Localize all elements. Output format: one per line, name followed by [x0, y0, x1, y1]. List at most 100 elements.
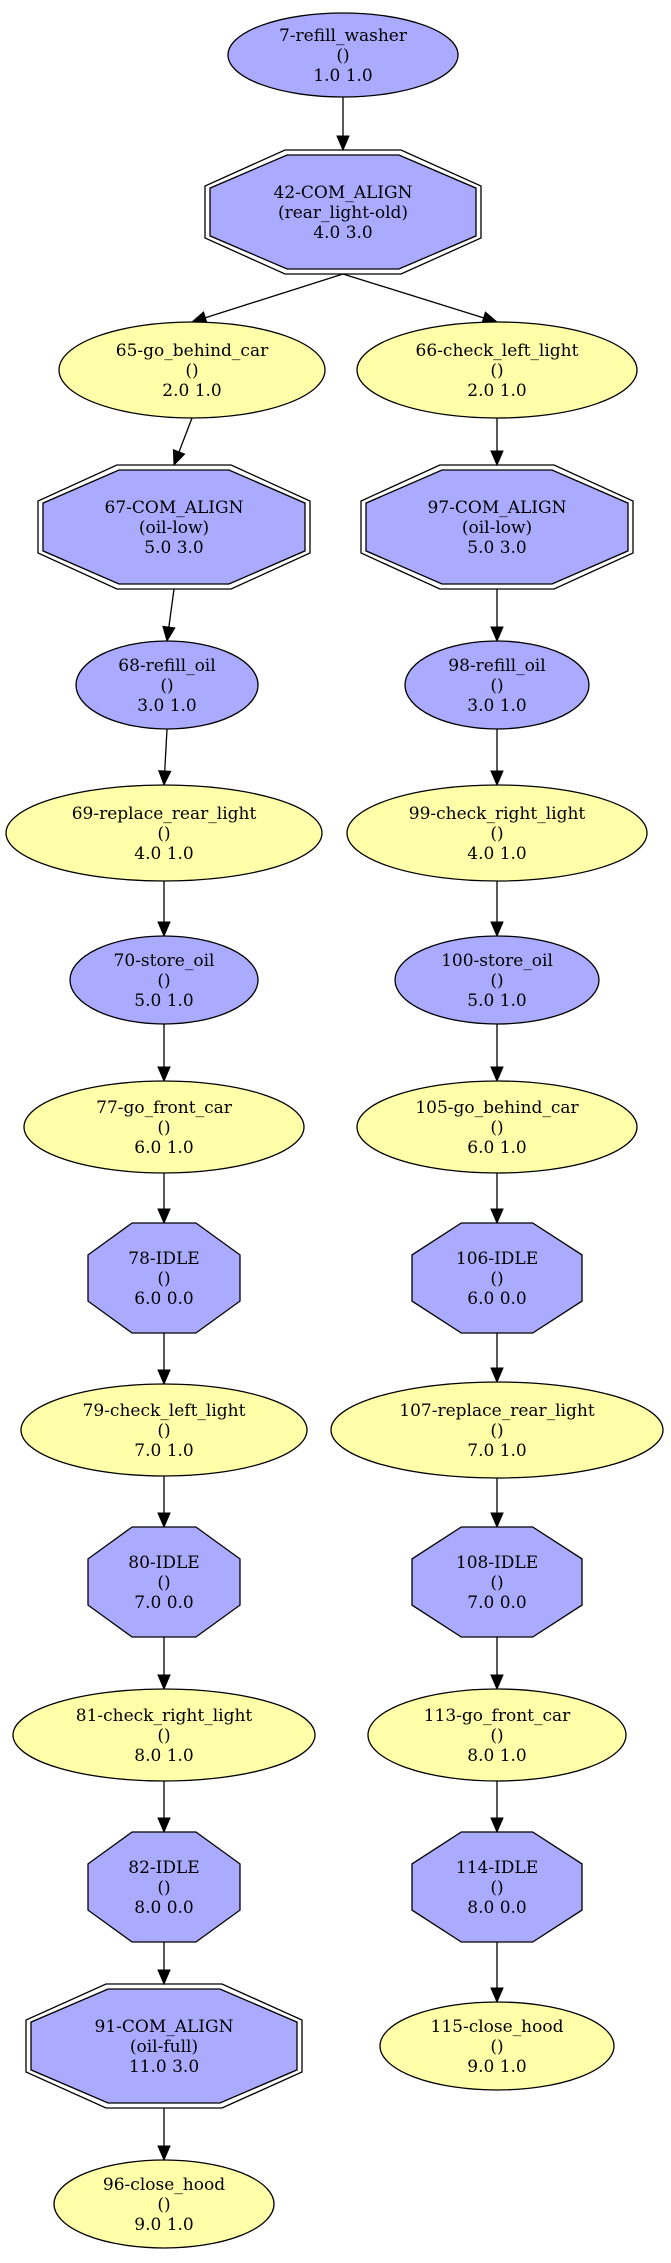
node-n100[interactable]: 100-store_oil()5.0 1.0	[394, 935, 600, 1025]
node-title: 81-check_right_light	[76, 1706, 253, 1726]
ellipse-node-shape	[5, 784, 323, 882]
node-n107[interactable]: 107-replace_rear_light()7.0 1.0	[330, 1381, 664, 1479]
node-n108[interactable]: 108-IDLE()7.0 0.0	[411, 1526, 583, 1638]
node-costs: 5.0 1.0	[134, 991, 193, 1011]
edge-n97-n98	[490, 589, 504, 643]
node-costs: 4.0 3.0	[313, 223, 372, 243]
node-n91[interactable]: 91-COM_ALIGN(oil-full)11.0 3.0	[25, 1983, 303, 2109]
node-params: ()	[157, 1878, 170, 1898]
octagon-node-shape	[87, 1526, 241, 1638]
octagon-node-shape	[365, 469, 629, 585]
arrow-head	[157, 1512, 171, 1529]
node-title: 115-close_hood	[431, 2017, 564, 2037]
double-octagon-outer-border	[37, 464, 311, 590]
node-n97[interactable]: 97-COM_ALIGN(oil-low)5.0 3.0	[360, 464, 634, 590]
arrow-head	[172, 449, 186, 467]
node-costs: 8.0 1.0	[467, 1746, 526, 1766]
node-params: ()	[490, 2037, 503, 2057]
node-n69[interactable]: 69-replace_rear_light()4.0 1.0	[5, 784, 323, 882]
node-params: ()	[157, 1573, 170, 1593]
edge-n66-n97	[490, 418, 504, 467]
node-title: 65-go_behind_car	[116, 341, 269, 361]
node-costs: 2.0 1.0	[467, 381, 526, 401]
node-n105[interactable]: 105-go_behind_car()6.0 1.0	[356, 1080, 638, 1174]
node-costs: 3.0 1.0	[467, 696, 526, 716]
node-title: 69-replace_rear_light	[72, 804, 257, 824]
node-costs: 4.0 1.0	[467, 844, 526, 864]
node-n80[interactable]: 80-IDLE()7.0 0.0	[87, 1526, 241, 1638]
node-params: ()	[157, 971, 170, 991]
arrow-head	[490, 626, 504, 643]
edge-line	[164, 728, 168, 772]
node-costs: 7.0 1.0	[467, 1441, 526, 1461]
double-octagon-outer-border	[25, 1983, 303, 2109]
ellipse-node-shape	[367, 1688, 627, 1782]
edge-n42-n65	[190, 273, 344, 325]
ellipse-node-shape	[58, 321, 326, 419]
node-params: ()	[490, 824, 503, 844]
node-n114[interactable]: 114-IDLE()8.0 0.0	[411, 1831, 583, 1943]
node-title: 80-IDLE	[128, 1553, 199, 1573]
node-n42[interactable]: 42-COM_ALIGN(rear_light-old)4.0 3.0	[204, 149, 482, 275]
node-n98[interactable]: 98-refill_oil()3.0 1.0	[404, 640, 590, 730]
node-n79[interactable]: 79-check_left_light()7.0 1.0	[20, 1383, 308, 1477]
edge-n81-n82	[157, 1781, 171, 1834]
nodes-layer: 7-refill_washer()1.0 1.0 42-COM_ALIGN(rea…	[5, 12, 664, 2249]
node-params: ()	[490, 1573, 503, 1593]
node-n68[interactable]: 68-refill_oil()3.0 1.0	[75, 640, 259, 730]
node-n81[interactable]: 81-check_right_light()8.0 1.0	[12, 1688, 316, 1782]
node-title: 98-refill_oil	[448, 656, 545, 676]
node-n65[interactable]: 65-go_behind_car()2.0 1.0	[58, 321, 326, 419]
double-octagon-outer-border	[204, 149, 482, 275]
node-title: 100-store_oil	[441, 951, 553, 971]
edge-n113-n114	[490, 1781, 504, 1834]
node-title: 91-COM_ALIGN	[95, 2017, 234, 2037]
node-n67[interactable]: 67-COM_ALIGN(oil-low)5.0 3.0	[37, 464, 311, 590]
node-params: ()	[157, 1726, 170, 1746]
arrow-head	[158, 770, 172, 787]
node-n66[interactable]: 66-check_left_light()2.0 1.0	[356, 321, 638, 419]
node-n113[interactable]: 113-go_front_car()8.0 1.0	[367, 1688, 627, 1782]
edge-n79-n80	[157, 1476, 171, 1529]
node-n82[interactable]: 82-IDLE()8.0 0.0	[87, 1831, 241, 1943]
edge-line	[178, 417, 193, 453]
node-costs: 7.0 1.0	[134, 1441, 193, 1461]
arrow-head	[157, 1817, 171, 1834]
node-n96[interactable]: 96-close_hood()9.0 1.0	[53, 2159, 275, 2249]
node-params: ()	[185, 361, 198, 381]
node-n99[interactable]: 99-check_right_light()4.0 1.0	[346, 784, 648, 882]
edge-n114-n115	[490, 1942, 504, 2004]
arrow-head	[336, 135, 350, 152]
node-costs: 5.0 3.0	[144, 538, 203, 558]
edge-n108-n113	[490, 1637, 504, 1691]
node-params: ()	[490, 1421, 503, 1441]
node-n70[interactable]: 70-store_oil()5.0 1.0	[69, 935, 259, 1025]
node-n78[interactable]: 78-IDLE()6.0 0.0	[87, 1222, 241, 1334]
edge-line	[342, 273, 484, 319]
edge-line	[205, 273, 344, 319]
arrow-head	[490, 1674, 504, 1691]
node-params: ()	[157, 1421, 170, 1441]
node-title: 68-refill_oil	[118, 656, 215, 676]
arrow-head	[490, 921, 504, 938]
ellipse-node-shape	[227, 12, 459, 98]
node-n106[interactable]: 106-IDLE()6.0 0.0	[411, 1222, 583, 1334]
node-title: 79-check_left_light	[83, 1401, 246, 1421]
ellipse-node-shape	[346, 784, 648, 882]
ellipse-node-shape	[75, 640, 259, 730]
ellipse-node-shape	[404, 640, 590, 730]
octagon-node-shape	[87, 1222, 241, 1334]
node-n7[interactable]: 7-refill_washer()1.0 1.0	[227, 12, 459, 98]
ellipse-node-shape	[53, 2159, 275, 2249]
arrow-head	[157, 1674, 171, 1691]
edge-n65-n67	[172, 417, 193, 467]
node-n77[interactable]: 77-go_front_car()6.0 1.0	[23, 1080, 305, 1174]
node-title: 77-go_front_car	[96, 1098, 233, 1118]
edge-n80-n81	[157, 1637, 171, 1691]
arrow-head	[490, 1208, 504, 1225]
edge-line	[168, 588, 175, 628]
node-title: 7-refill_washer	[279, 26, 408, 46]
double-octagon-outer-border	[360, 464, 634, 590]
node-n115[interactable]: 115-close_hood()9.0 1.0	[379, 2001, 615, 2091]
node-title: 96-close_hood	[103, 2175, 225, 2195]
